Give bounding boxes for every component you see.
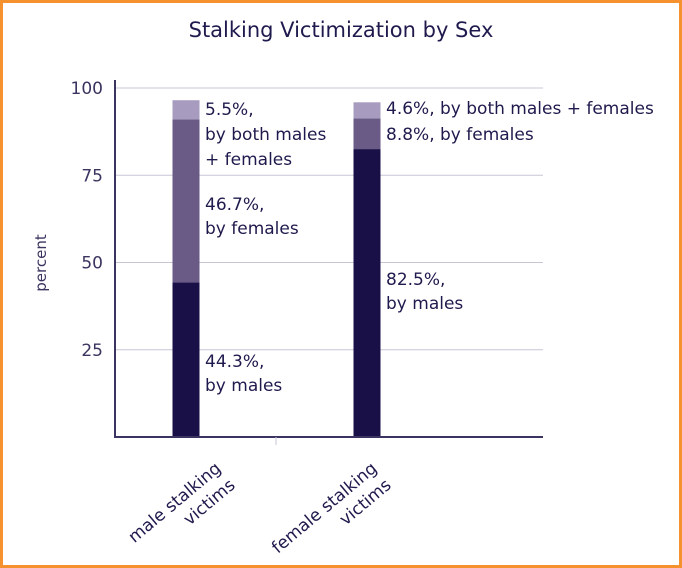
data-label-line: + females: [205, 150, 292, 170]
bar-segment: [353, 149, 381, 437]
data-labels: 44.3%, by males 82.5%, by males 46.7%, by fem…: [205, 99, 654, 396]
y-tick-label: 50: [81, 254, 103, 274]
data-label: 8.8%, by females: [386, 125, 534, 145]
y-axis-label: percent: [32, 234, 50, 292]
data-label: 4.6%, by both males + females: [386, 99, 654, 119]
bar-segment: [353, 102, 381, 119]
chart-title: Stalking Victimization by Sex: [189, 18, 494, 42]
data-label-line: 44.3%,: [205, 352, 264, 372]
data-label-line: 5.5%,: [205, 100, 254, 120]
bar-segment: [353, 118, 381, 150]
bar-segment: [172, 119, 200, 283]
data-label: 44.3%, by males: [205, 352, 282, 396]
data-label-line: by both males: [205, 125, 326, 145]
data-label-line: 82.5%,: [386, 270, 445, 290]
data-label: 82.5%, by males: [386, 270, 463, 314]
y-tick-label: 25: [81, 341, 103, 361]
y-tick-label: 75: [81, 166, 103, 186]
data-label-line: by males: [386, 294, 463, 314]
data-label: 46.7%, by females: [205, 195, 299, 239]
y-tick-label: 100: [71, 79, 103, 99]
data-label-line: 8.8%, by females: [386, 125, 534, 145]
data-label-line: 46.7%,: [205, 195, 264, 215]
data-label: 5.5%, by both males + females: [205, 100, 326, 170]
data-label-line: 4.6%, by both males + females: [386, 99, 654, 119]
bar-segment: [172, 100, 200, 120]
axes: 25 50 75 100 male stalkingvictims female stal…: [71, 79, 543, 568]
data-label-line: by females: [205, 219, 299, 239]
data-label-line: by males: [205, 376, 282, 396]
x-tick-label: female stalkingvictims: [268, 458, 395, 568]
bars: [172, 100, 381, 437]
x-tick-label: male stalkingvictims: [125, 458, 240, 564]
bar-segment: [172, 282, 200, 437]
